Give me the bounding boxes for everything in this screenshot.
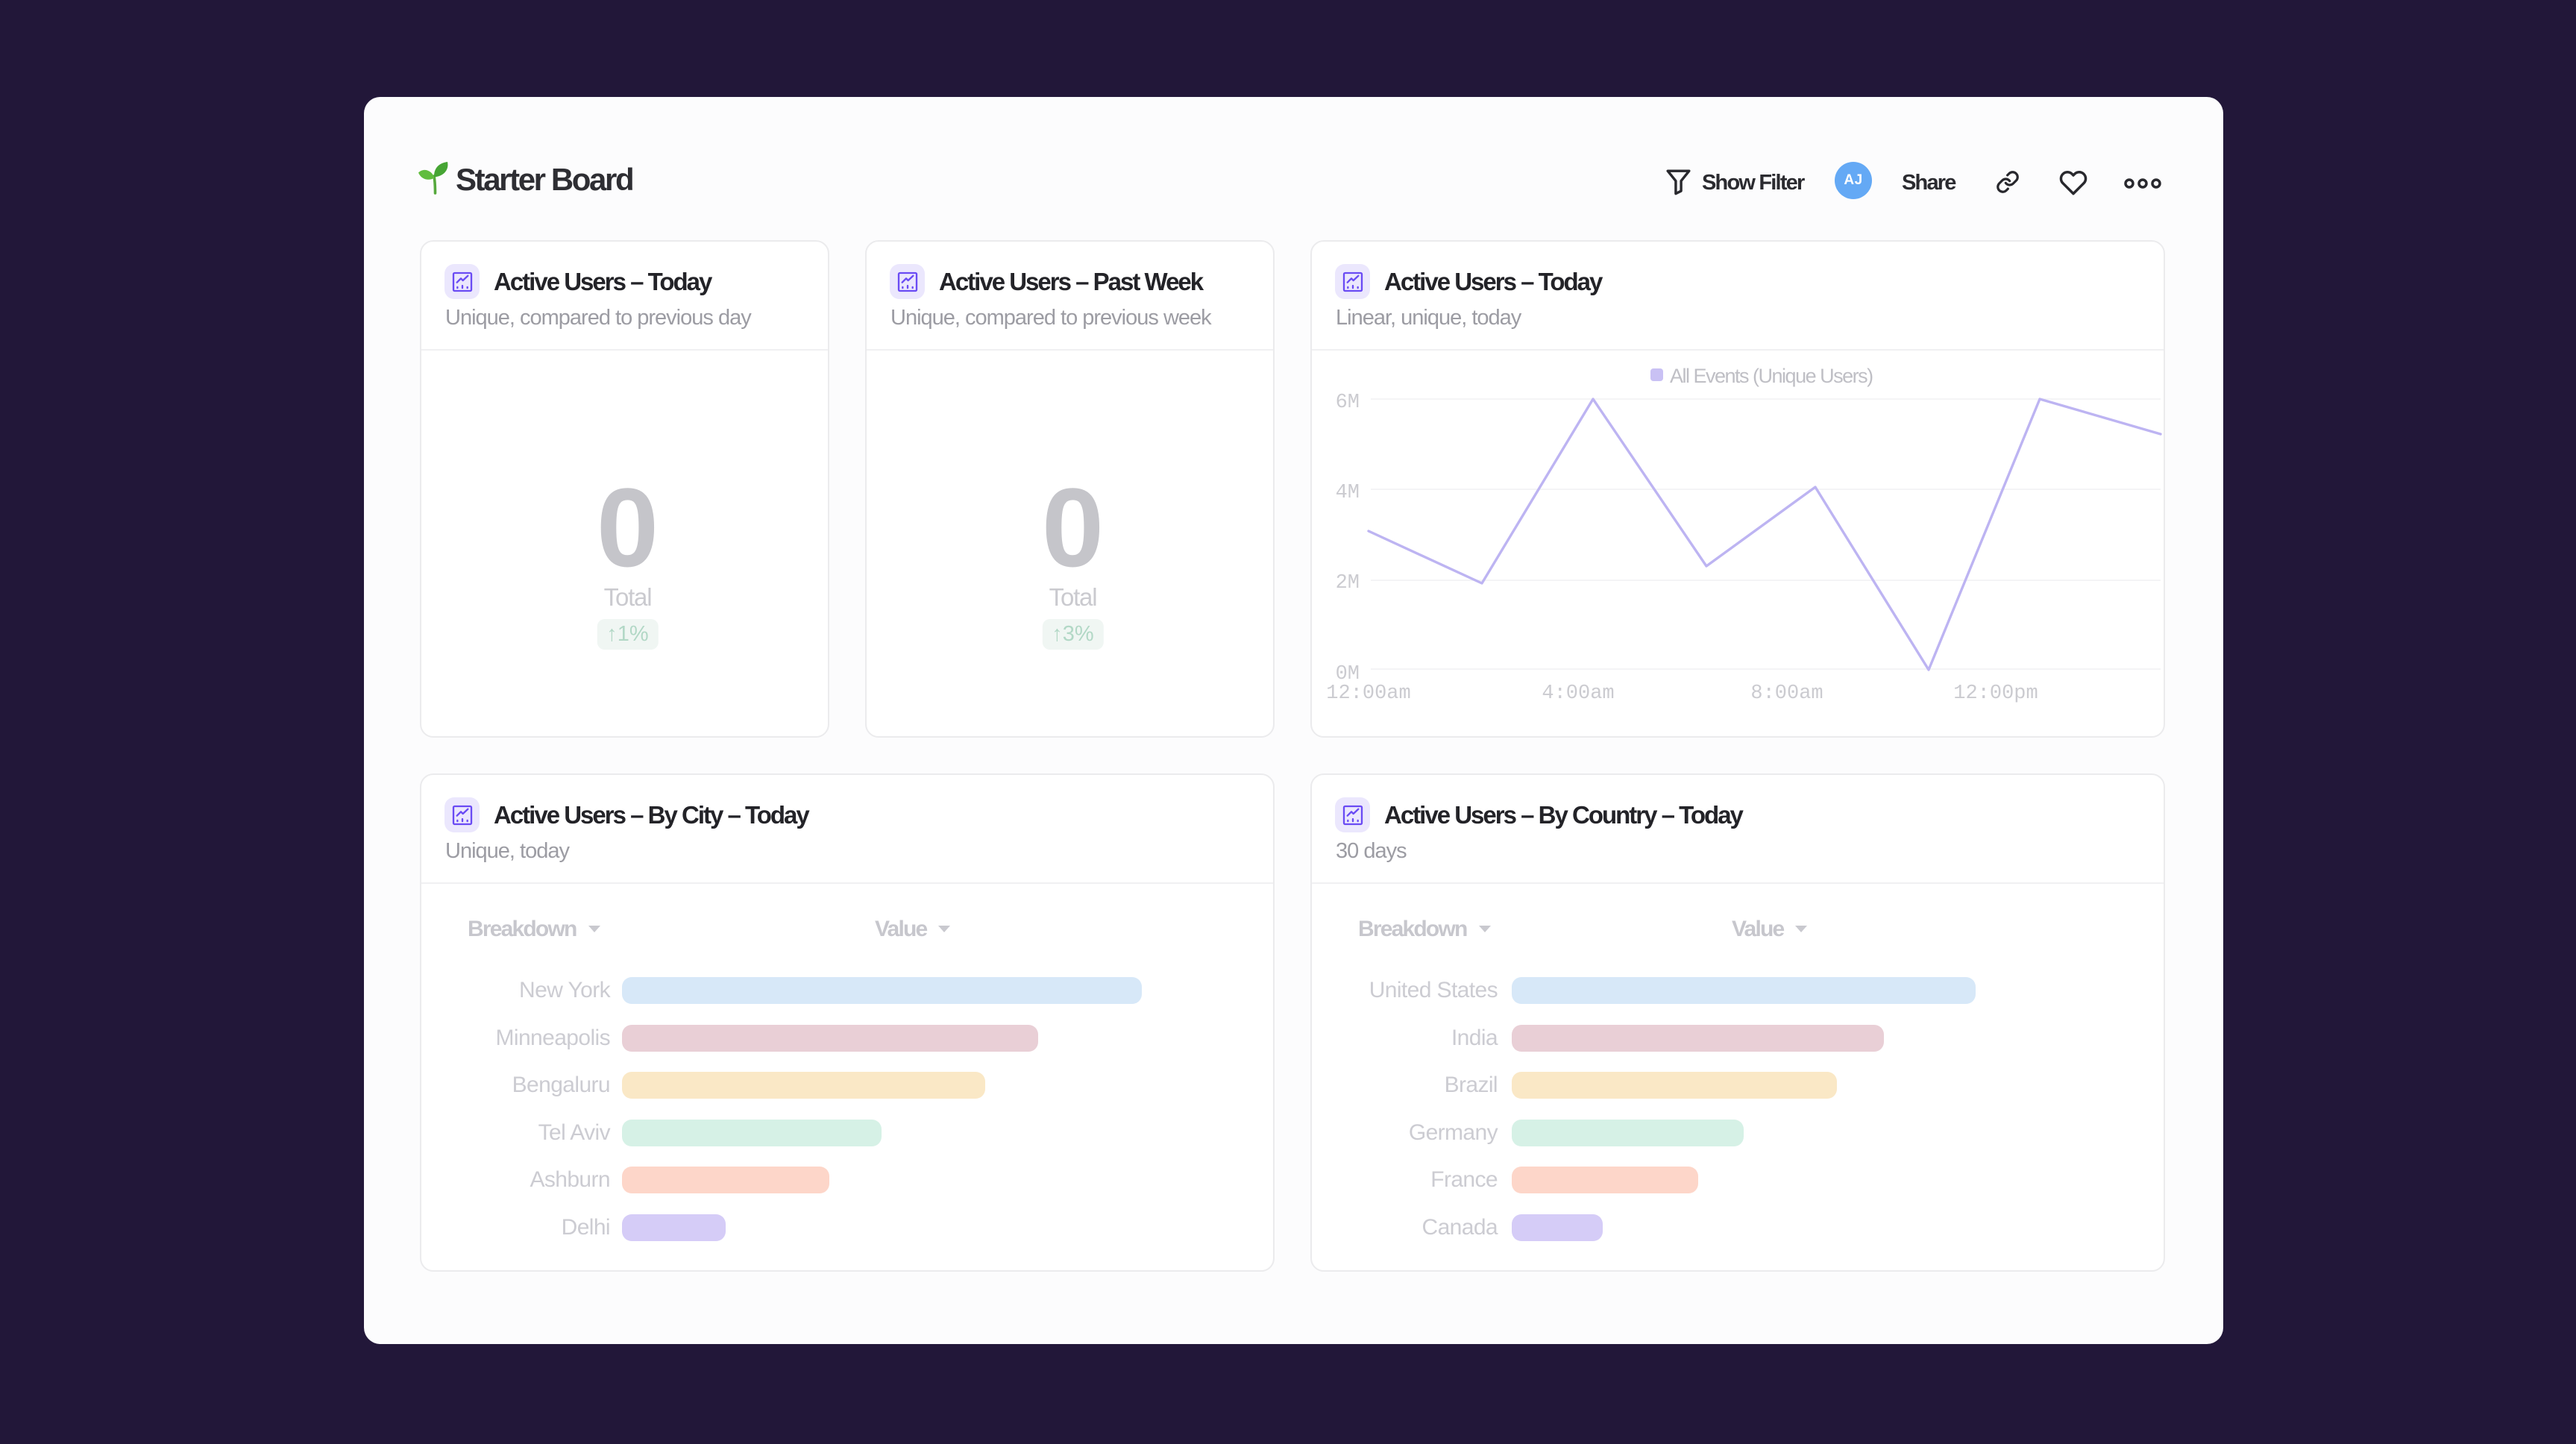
svg-text:4M: 4M — [1336, 482, 1360, 504]
svg-text:All Events (Unique Users): All Events (Unique Users) — [1670, 365, 1873, 387]
svg-text:8:00am: 8:00am — [1750, 682, 1823, 705]
svg-text:2M: 2M — [1336, 572, 1360, 594]
svg-text:6M: 6M — [1336, 392, 1360, 414]
svg-text:12:00am: 12:00am — [1326, 682, 1410, 705]
svg-text:4:00am: 4:00am — [1542, 682, 1614, 705]
svg-text:0M: 0M — [1336, 663, 1360, 685]
svg-text:12:00pm: 12:00pm — [1953, 682, 2038, 705]
